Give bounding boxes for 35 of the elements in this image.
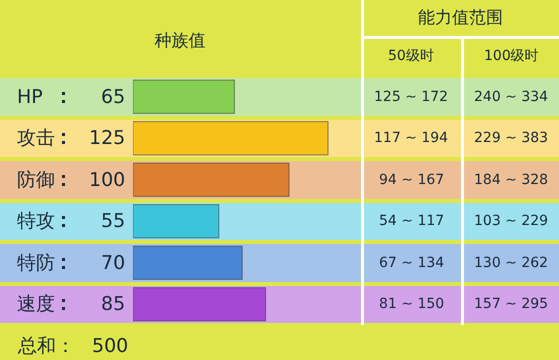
text: 67 ~ 134 (379, 255, 444, 271)
y-tick-label: 速度 (17, 293, 55, 315)
text: 117 ~ 194 (374, 130, 448, 146)
y-tick-label: 防御 (17, 169, 55, 191)
text: 130 ~ 262 (474, 255, 548, 271)
text: 总和： (17, 335, 75, 357)
chart-title: 种族值 (154, 30, 206, 51)
y-tick-label: 特防 (17, 252, 55, 274)
data-label: 100 (89, 169, 126, 191)
bar (133, 287, 266, 322)
data-label: 125 (89, 127, 126, 149)
data-label: 70 (101, 252, 126, 274)
text: 500 (92, 335, 128, 357)
text: 157 ~ 295 (474, 296, 548, 312)
text: 125 ~ 172 (374, 89, 448, 105)
y-tick-label: 攻击 (17, 127, 55, 149)
text: 100级时 (484, 48, 539, 64)
bar (133, 80, 235, 114)
text: 240 ~ 334 (474, 89, 548, 105)
bar (133, 246, 243, 280)
y-tick-label: 特攻 (17, 210, 55, 232)
text: 94 ~ 167 (379, 172, 444, 188)
text: 54 ~ 117 (379, 213, 444, 229)
text: 103 ~ 229 (474, 213, 548, 229)
text: 81 ~ 150 (379, 296, 444, 312)
data-label: 85 (101, 293, 126, 315)
text: 50级时 (388, 48, 434, 64)
bar (133, 204, 220, 238)
bar (133, 162, 290, 197)
y-tick-label: HP (17, 86, 43, 108)
data-label: 65 (101, 86, 126, 108)
text: 184 ~ 328 (474, 172, 548, 188)
text: 229 ~ 383 (474, 130, 548, 146)
text: 能力值范围 (418, 8, 503, 28)
data-label: 55 (101, 210, 126, 232)
